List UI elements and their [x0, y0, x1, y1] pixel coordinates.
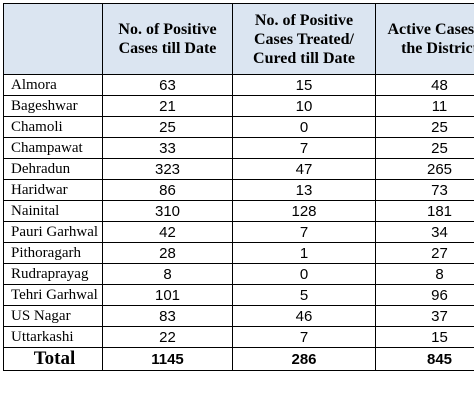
number-cell: 8: [375, 263, 474, 285]
number-cell: 83: [102, 305, 233, 327]
district-cell: Dehradun: [3, 158, 103, 180]
district-cell: Uttarkashi: [3, 326, 103, 348]
number-cell: 33: [102, 137, 233, 159]
table-row: Pauri Garhwal 42 7 34: [3, 221, 474, 243]
number-cell: 21: [102, 95, 233, 117]
number-cell: 11: [375, 95, 474, 117]
number-cell: 42: [102, 221, 233, 243]
number-cell: 5: [232, 284, 376, 306]
table-row: Dehradun 323 47 265: [3, 158, 474, 180]
header-cell: No. of Positive Cases till Date: [102, 3, 233, 75]
number-cell: 13: [232, 179, 376, 201]
table-row: Bageshwar 21 10 11: [3, 95, 474, 117]
number-cell: 845: [375, 347, 474, 371]
district-cell: Rudraprayag: [3, 263, 103, 285]
number-cell: 28: [102, 242, 233, 264]
number-cell: 1: [232, 242, 376, 264]
number-cell: 181: [375, 200, 474, 222]
number-cell: 7: [232, 221, 376, 243]
table-body: Almora 63 15 48 Bageshwar 21 10 11 Chamoli 25 0 25 C…: [3, 74, 474, 371]
number-cell: 7: [232, 326, 376, 348]
district-cell: Haridwar: [3, 179, 103, 201]
table-row: Chamoli 25 0 25: [3, 116, 474, 138]
number-cell: 265: [375, 158, 474, 180]
number-cell: 47: [232, 158, 376, 180]
table-row: Tehri Garhwal 101 5 96: [3, 284, 474, 306]
header-cell: [3, 3, 103, 75]
header-cell: No. of Positive Cases Treated/ Cured til…: [232, 3, 376, 75]
number-cell: 22: [102, 326, 233, 348]
number-cell: 27: [375, 242, 474, 264]
table-row: Pithoragarh 28 1 27: [3, 242, 474, 264]
district-cell: Chamoli: [3, 116, 103, 138]
number-cell: 128: [232, 200, 376, 222]
district-cell: Nainital: [3, 200, 103, 222]
district-cell: Tehri Garhwal: [3, 284, 103, 306]
number-cell: 15: [232, 74, 376, 96]
number-cell: 15: [375, 326, 474, 348]
number-cell: 37: [375, 305, 474, 327]
table-row: Uttarkashi 22 7 15: [3, 326, 474, 348]
header-row: No. of Positive Cases till Date No. of Po…: [3, 3, 474, 75]
district-cell: Almora: [3, 74, 103, 96]
number-cell: 1145: [102, 347, 233, 371]
number-cell: 96: [375, 284, 474, 306]
number-cell: 46: [232, 305, 376, 327]
district-cell: Total: [3, 347, 103, 371]
number-cell: 0: [232, 116, 376, 138]
number-cell: 48: [375, 74, 474, 96]
district-cell: Pithoragarh: [3, 242, 103, 264]
cases-table: No. of Positive Cases till Date No. of Po…: [3, 3, 474, 371]
district-cell: Champawat: [3, 137, 103, 159]
number-cell: 310: [102, 200, 233, 222]
number-cell: 25: [375, 137, 474, 159]
table-row: Almora 63 15 48: [3, 74, 474, 96]
number-cell: 10: [232, 95, 376, 117]
district-cell: US Nagar: [3, 305, 103, 327]
number-cell: 8: [102, 263, 233, 285]
number-cell: 86: [102, 179, 233, 201]
number-cell: 323: [102, 158, 233, 180]
number-cell: 25: [102, 116, 233, 138]
table-row: US Nagar 83 46 37: [3, 305, 474, 327]
number-cell: 73: [375, 179, 474, 201]
table-row: Haridwar 86 13 73: [3, 179, 474, 201]
number-cell: 25: [375, 116, 474, 138]
number-cell: 63: [102, 74, 233, 96]
table-row: Rudraprayag 8 0 8: [3, 263, 474, 285]
table-row: Champawat 33 7 25: [3, 137, 474, 159]
total-row: Total 1145 286 845: [3, 347, 474, 371]
district-cell: Pauri Garhwal: [3, 221, 103, 243]
table-row: Nainital 310 128 181: [3, 200, 474, 222]
number-cell: 286: [232, 347, 376, 371]
header-cell: Active Cases in the District: [375, 3, 474, 75]
number-cell: 0: [232, 263, 376, 285]
number-cell: 101: [102, 284, 233, 306]
number-cell: 34: [375, 221, 474, 243]
district-cell: Bageshwar: [3, 95, 103, 117]
number-cell: 7: [232, 137, 376, 159]
